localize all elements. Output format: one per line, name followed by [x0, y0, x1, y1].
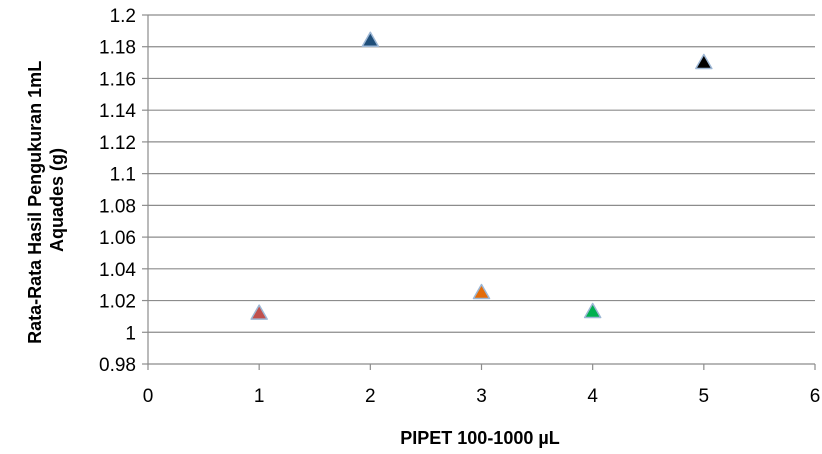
- y-tick-label: 1.18: [99, 38, 136, 59]
- y-tick-label: 1.16: [99, 69, 136, 90]
- y-tick-label: 1.04: [99, 260, 136, 281]
- x-tick-label: 0: [143, 386, 154, 407]
- y-tick-label: 0.98: [99, 355, 136, 376]
- y-tick-label: 1.06: [99, 228, 136, 249]
- y-tick-label: 1.12: [99, 133, 136, 154]
- x-tick-label: 4: [587, 386, 598, 407]
- axes: [142, 14, 816, 370]
- x-tick-label: 1: [254, 386, 265, 407]
- x-tick-label: 3: [476, 386, 487, 407]
- x-tick-label: 2: [365, 386, 376, 407]
- data-point-marker: [361, 31, 380, 48]
- y-tick-label: 1.1: [110, 165, 136, 186]
- data-point-marker: [583, 302, 602, 319]
- y-tick-label: 1.02: [99, 292, 136, 313]
- data-point-marker: [250, 304, 268, 320]
- y-axis-title-line-2: Aquades (g): [47, 148, 67, 252]
- x-tick-labels: 0 1 2 3 4 5 6: [143, 386, 821, 407]
- y-tick-label: 1.14: [99, 101, 136, 122]
- y-axis-title-line-1: Rata-Rata Hasil Pengukuran 1mL: [25, 61, 45, 344]
- x-axis-title: PIPET 100-1000 µL: [400, 428, 559, 448]
- y-tick-label: 1.08: [99, 196, 136, 217]
- x-tick-label: 6: [810, 386, 821, 407]
- y-axis-title: Rata-Rata Hasil Pengukuran 1mL Aquades (…: [25, 56, 67, 344]
- data-points: [250, 31, 713, 320]
- y-tick-label: 1.2: [110, 6, 136, 27]
- data-point-marker: [472, 283, 491, 300]
- x-tick-label: 5: [699, 386, 710, 407]
- data-point-marker: [695, 53, 713, 70]
- y-tick-labels: 0.98 1 1.02 1.04 1.06 1.08 1.1 1.12 1.14 1.16 1.18…: [99, 6, 136, 376]
- gridlines: [148, 14, 815, 365]
- y-tick-label: 1: [125, 323, 136, 344]
